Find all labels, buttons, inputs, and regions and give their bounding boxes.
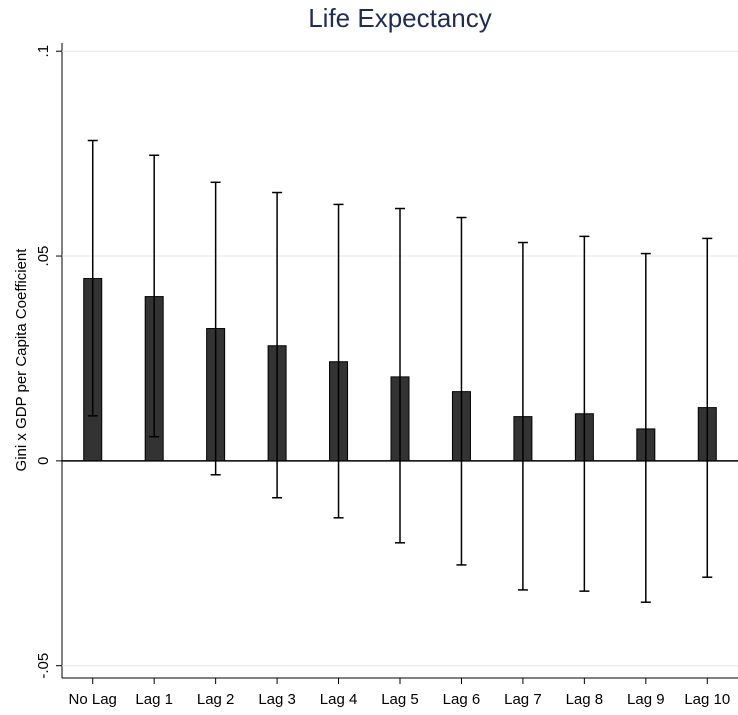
y-tick-label: .05 — [35, 246, 52, 267]
x-tick-label: Lag 10 — [684, 691, 730, 708]
y-axis-title: Gini x GDP per Capita Coefficient — [13, 248, 30, 472]
x-tick-label: Lag 6 — [443, 691, 481, 708]
x-tick-label: Lag 8 — [566, 691, 604, 708]
x-tick-label: No Lag — [69, 691, 117, 708]
x-tick-label: Lag 3 — [258, 691, 296, 708]
x-tick-label: Lag 5 — [381, 691, 419, 708]
y-tick-label: -.05 — [35, 653, 52, 679]
y-tick-label: 0 — [35, 457, 52, 465]
x-tick-label: Lag 9 — [627, 691, 665, 708]
x-tick-label: Lag 2 — [197, 691, 235, 708]
chart-title: Life Expectancy — [308, 3, 492, 33]
y-tick-label: .1 — [35, 45, 52, 58]
x-tick-label: Lag 1 — [135, 691, 173, 708]
x-tick-label: Lag 7 — [504, 691, 542, 708]
x-tick-label: Lag 4 — [320, 691, 358, 708]
